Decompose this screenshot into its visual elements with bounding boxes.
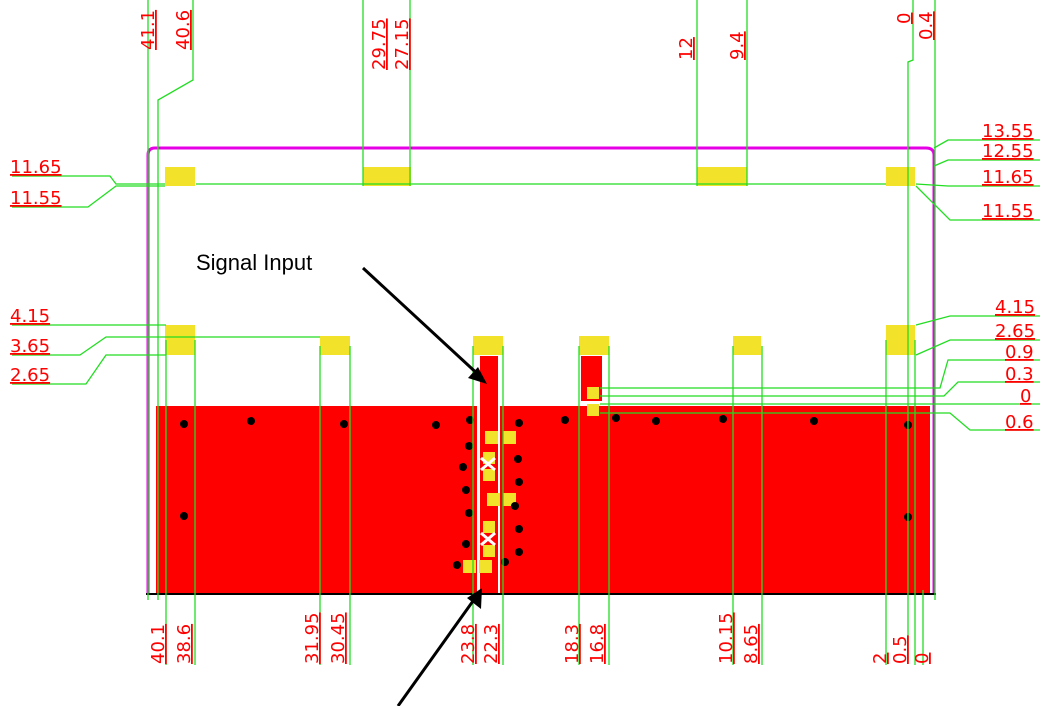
via — [432, 421, 440, 429]
dim-label: 0 — [1020, 386, 1031, 407]
pad — [503, 431, 516, 444]
via — [459, 463, 467, 471]
dim-label: 11.65 — [10, 157, 62, 178]
dim-label: 13.55 — [982, 121, 1034, 142]
dim-label: 11.55 — [10, 188, 62, 209]
via — [340, 420, 348, 428]
dim-label: 8.65 — [741, 624, 762, 664]
dimension-lines — [12, 0, 1040, 665]
dim-label: 40.6 — [173, 10, 194, 50]
pad — [320, 336, 350, 355]
via — [514, 455, 522, 463]
dim-label: 0.4 — [916, 11, 937, 40]
pad — [483, 469, 495, 481]
pad — [165, 167, 195, 186]
via — [501, 558, 509, 566]
pad — [483, 521, 495, 533]
pad — [363, 167, 411, 186]
pad — [886, 325, 915, 355]
pad — [579, 336, 609, 355]
via — [465, 509, 473, 517]
dim-label: 30.45 — [328, 612, 349, 664]
via — [180, 420, 188, 428]
dim-label: 12.55 — [982, 141, 1034, 162]
arrow-head-icon — [467, 588, 482, 609]
dim-label: 0 — [894, 13, 915, 24]
dim-label: 4.15 — [995, 297, 1035, 318]
dim-label: 2 — [870, 653, 891, 664]
via — [810, 417, 818, 425]
via — [465, 442, 473, 450]
pad — [483, 545, 495, 557]
via — [652, 417, 660, 425]
dim-label: 12 — [676, 37, 697, 60]
pad — [463, 560, 476, 573]
right-dimension-labels: 13.55 12.55 11.65 11.55 4.15 2.65 0.9 0.… — [982, 121, 1035, 433]
dim-label: 31.95 — [302, 612, 323, 664]
dim-label: 0.9 — [1005, 342, 1034, 363]
via — [515, 548, 523, 556]
dim-label: 11.55 — [982, 201, 1034, 222]
pad — [487, 493, 500, 506]
dim-label: 10.15 — [716, 612, 737, 664]
dim-label: 0 — [912, 653, 933, 664]
via — [515, 478, 523, 486]
via — [561, 416, 569, 424]
dim-label: 29.75 — [369, 18, 390, 70]
dim-label: 0.5 — [890, 635, 911, 664]
via — [462, 540, 470, 548]
trace-crossing — [480, 531, 496, 547]
ground-copper-area — [156, 406, 930, 594]
vias — [180, 414, 912, 569]
pad — [697, 167, 747, 186]
via — [180, 512, 188, 520]
pad — [473, 336, 503, 355]
via — [515, 419, 523, 427]
top-dimension-labels: 41.1 40.6 29.75 27.15 12 9.4 0 0.4 — [138, 10, 937, 70]
pad — [886, 167, 915, 186]
pad — [479, 560, 492, 573]
via — [466, 416, 474, 424]
via — [453, 561, 461, 569]
via — [612, 414, 620, 422]
trace-crossing — [480, 456, 496, 472]
dim-label: 38.6 — [174, 624, 195, 664]
signal-input-arrow — [361, 266, 484, 380]
signal-input-label: Signal Input — [196, 250, 312, 275]
via — [247, 417, 255, 425]
dim-label: 2.65 — [995, 321, 1035, 342]
pad — [587, 387, 599, 399]
dim-label: 0.6 — [1005, 412, 1034, 433]
pad — [485, 431, 498, 444]
via — [462, 486, 470, 494]
bottom-dimension-labels: 40.1 38.6 31.95 30.45 23.8 22.3 18.3 16.… — [148, 612, 933, 664]
pad — [165, 325, 195, 355]
left-dimension-labels: 11.65 11.55 4.15 3.65 2.65 — [10, 157, 62, 386]
dim-label: 41.1 — [138, 10, 159, 50]
dim-label: 23.8 — [458, 624, 479, 664]
dim-label: 3.65 — [10, 336, 50, 357]
dim-label: 2.65 — [10, 365, 50, 386]
via — [515, 525, 523, 533]
dim-label: 18.3 — [562, 624, 583, 664]
via — [719, 415, 727, 423]
dim-label: 4.15 — [10, 306, 50, 327]
bottom-arrow — [396, 593, 480, 706]
callout-arrows — [361, 266, 487, 706]
dim-label: 9.4 — [727, 31, 748, 60]
dim-label: 22.3 — [481, 624, 502, 664]
via — [511, 502, 519, 510]
pad — [587, 404, 599, 416]
dim-label: 11.65 — [982, 167, 1034, 188]
dim-label: 27.15 — [392, 18, 413, 70]
pad — [733, 336, 761, 355]
arrow-head-icon — [468, 367, 487, 384]
dim-label: 40.1 — [148, 624, 169, 664]
dim-label: 0.3 — [1005, 364, 1034, 385]
dim-label: 16.8 — [587, 624, 608, 664]
